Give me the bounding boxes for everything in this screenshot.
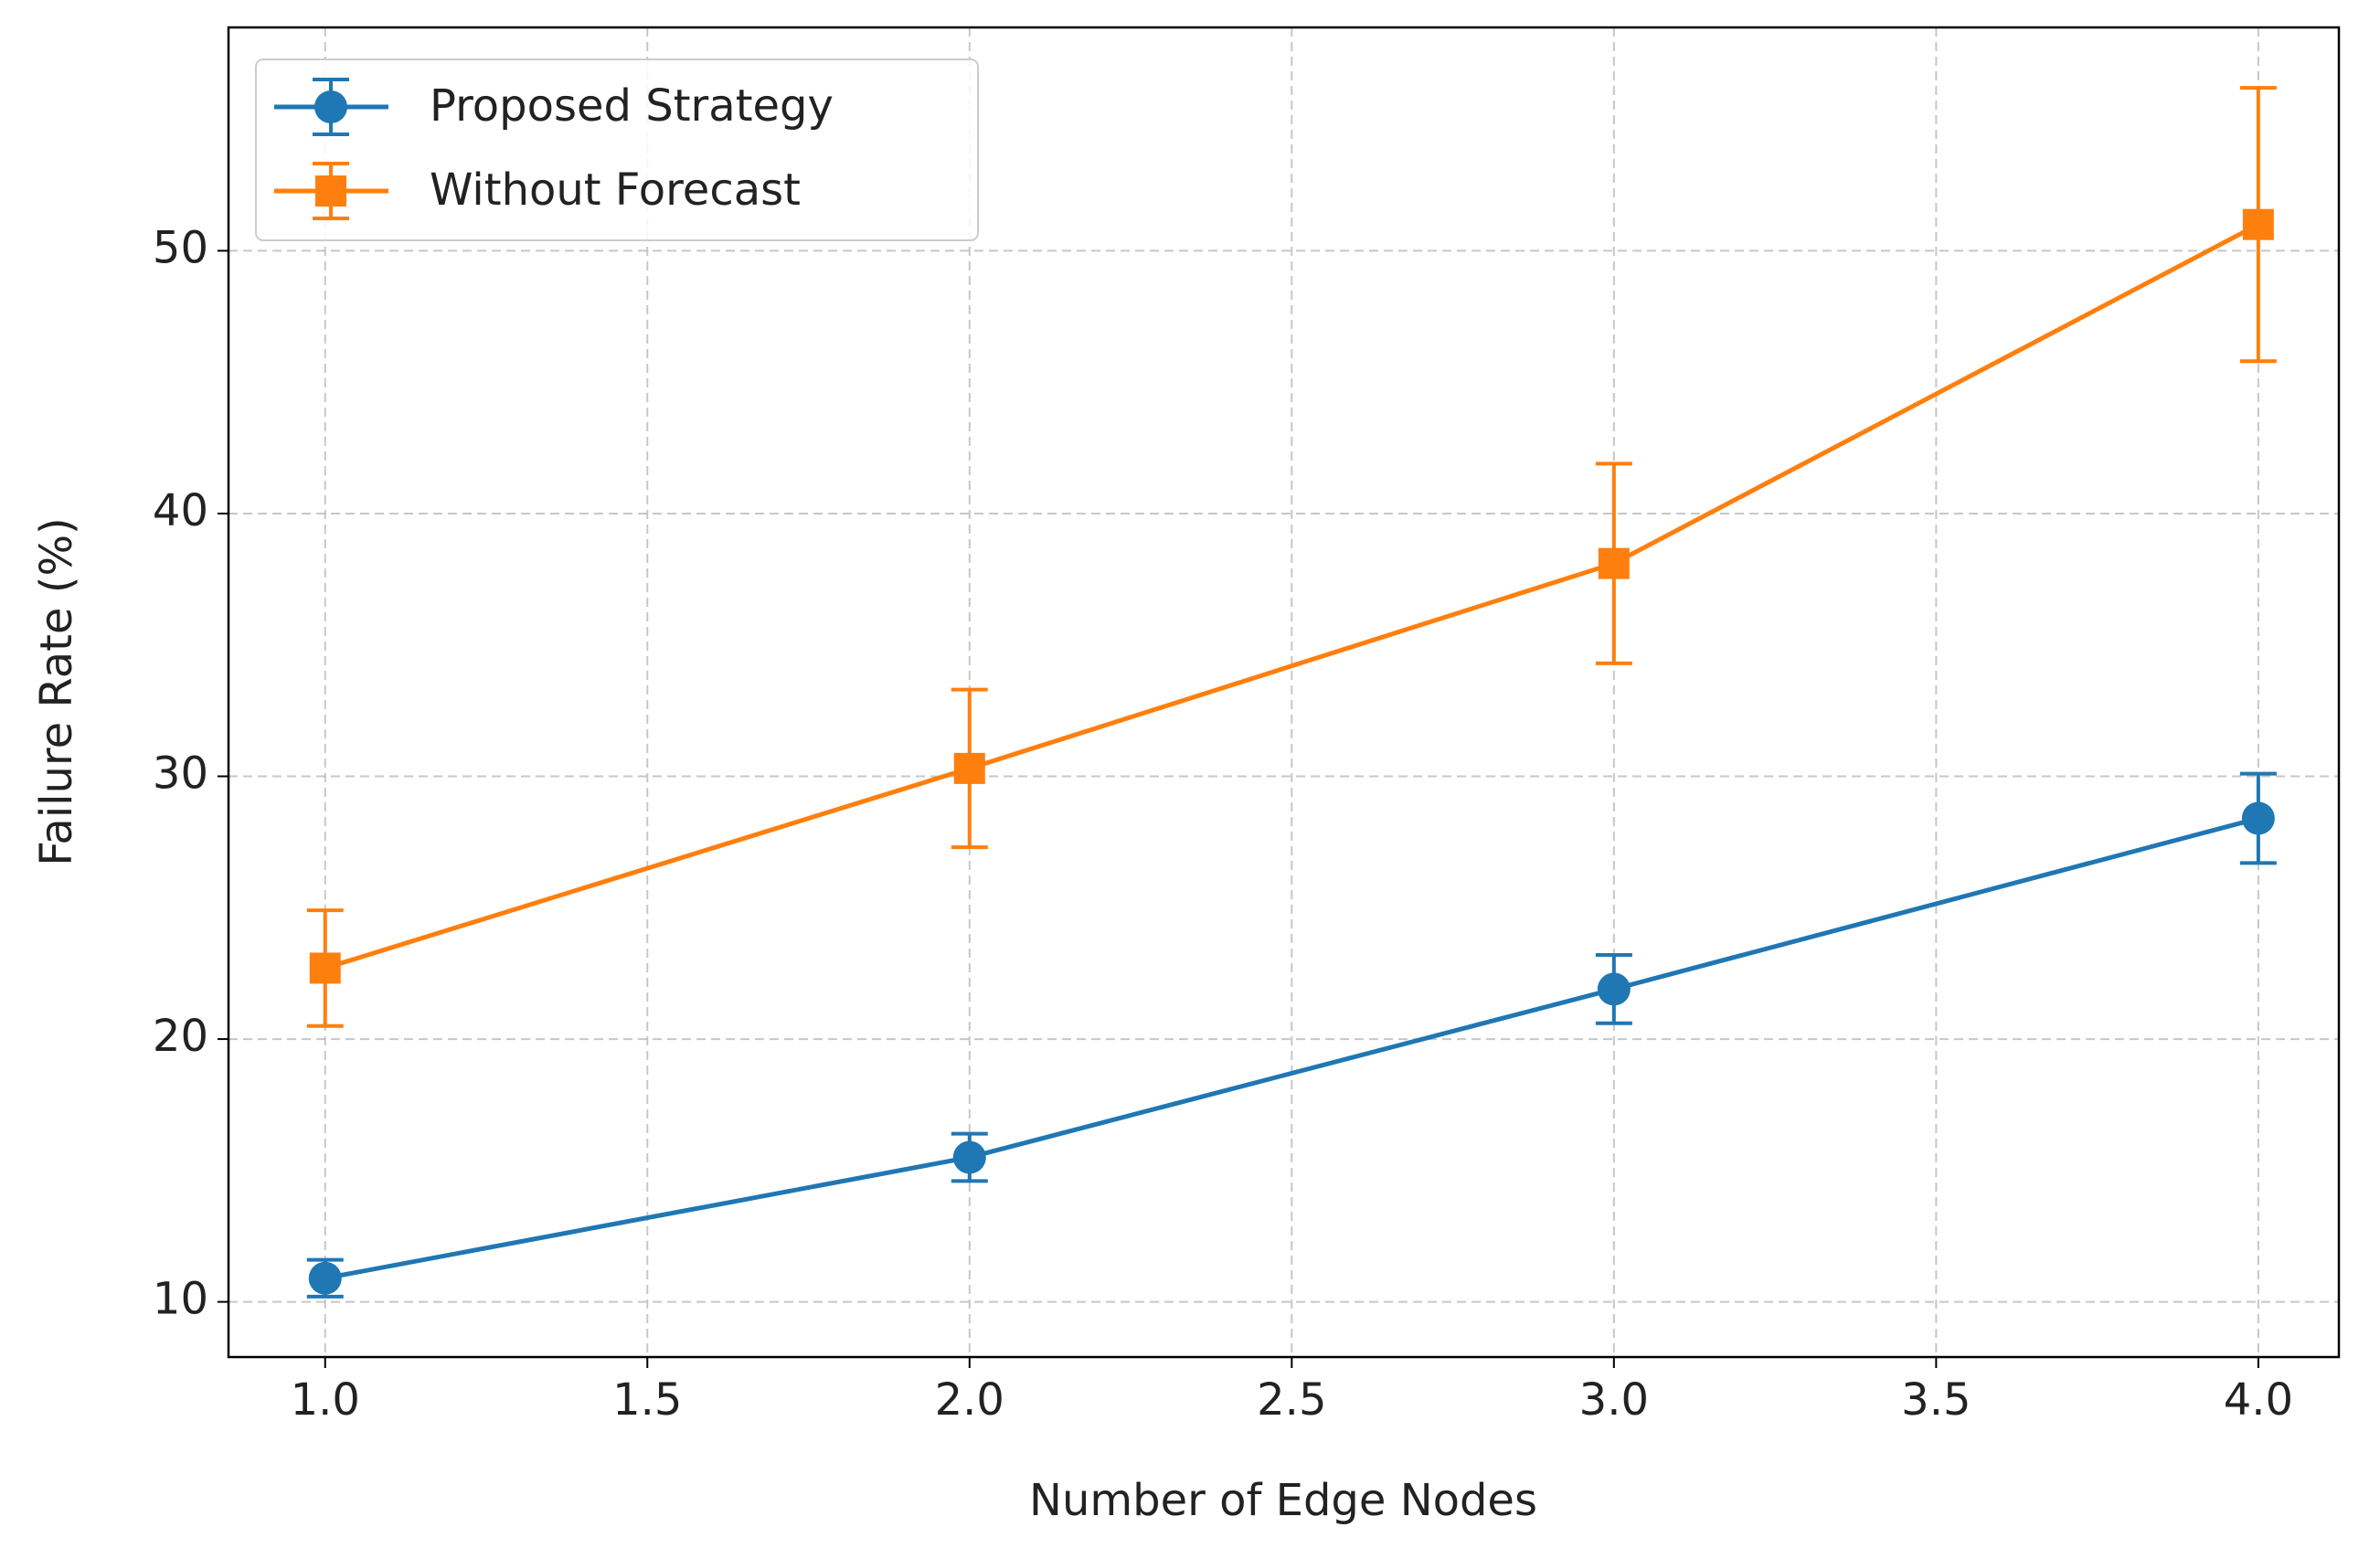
data-point: [1597, 972, 1631, 1006]
x-tick-label: 3.5: [1901, 1374, 1971, 1426]
data-point: [952, 1140, 986, 1174]
y-tick-label: 40: [153, 485, 208, 536]
legend-label: Without Forecast: [430, 164, 801, 216]
y-tick-label: 10: [153, 1274, 208, 1325]
x-tick-label: 1.5: [612, 1374, 682, 1426]
series-line: [324, 222, 2260, 970]
y-tick-label: 50: [153, 222, 208, 273]
data-point: [309, 952, 341, 984]
x-tick-label: 2.0: [935, 1374, 1004, 1426]
x-tick-label: 3.0: [1579, 1374, 1649, 1426]
legend-marker: [315, 175, 346, 207]
x-axis-label: Number of Edge Nodes: [1029, 1475, 1537, 1526]
data-point: [308, 1261, 342, 1295]
x-tick-label: 4.0: [2224, 1374, 2293, 1426]
x-tick-label: 2.5: [1257, 1374, 1326, 1426]
series-line: [324, 816, 2259, 1281]
plot-frame: [227, 26, 2341, 1359]
data-point: [953, 752, 985, 784]
legend-box: [255, 58, 979, 241]
y-tick-label: 30: [153, 748, 208, 800]
data-point: [2241, 801, 2275, 835]
y-tick-label: 20: [153, 1011, 208, 1062]
x-tick-label: 1.0: [291, 1374, 360, 1426]
legend-marker: [314, 90, 347, 123]
y-axis-label: Failure Rate (%): [31, 517, 82, 866]
legend-label: Proposed Strategy: [430, 80, 834, 132]
data-point: [1598, 547, 1630, 579]
data-point: [2242, 208, 2274, 240]
